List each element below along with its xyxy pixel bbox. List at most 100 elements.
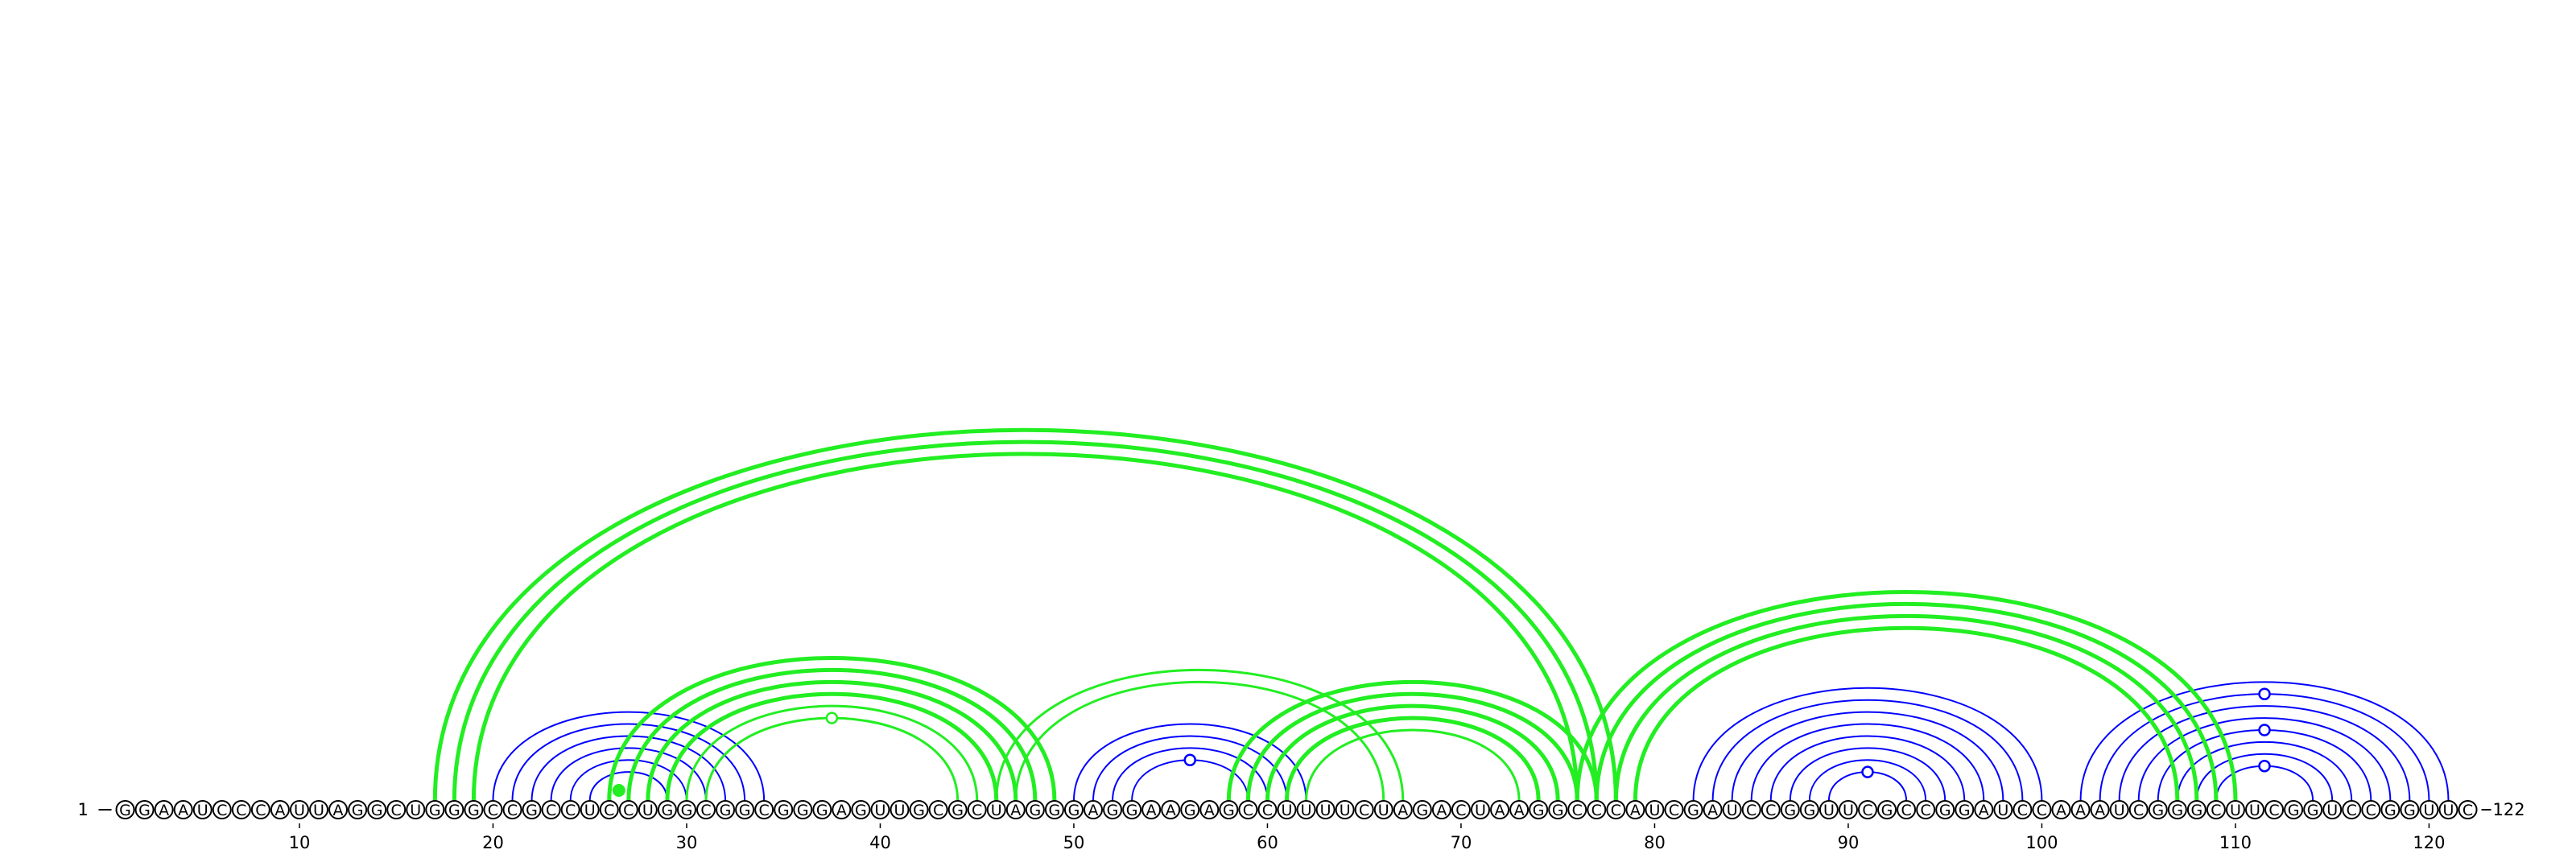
nucleotide: A [832,800,852,819]
nucleotide-circle [134,800,155,819]
nucleotide-circle [1257,800,1278,819]
nucleotide-letter: U [2326,802,2338,819]
position-axis: 10 20 30 40 50 60 70 80 90 100 110 120 [289,823,2445,852]
nucleotide-letter: C [1921,802,1931,819]
nucleotide-circle [1664,800,1684,819]
nucleotide-circle [1199,800,1220,819]
tick-label: 20 [482,833,504,852]
nucleotide-letter: G [1107,802,1119,819]
nucleotide-circle [1683,800,1703,819]
tick-label: 50 [1063,833,1085,852]
nucleotide: A [1141,800,1162,819]
nucleotide-circle [1509,800,1530,819]
nucleotide-circle [1625,800,1645,819]
nucleotide-circle [832,800,852,819]
base-pair-arc [1265,703,1560,803]
nucleotide-circle [425,800,445,819]
arc-layer [432,427,2450,803]
nucleotide-circle [2186,800,2207,819]
nucleotide-letter: G [720,802,732,819]
nucleotide-circle [2013,800,2033,819]
nucleotide: C [2032,800,2052,819]
nucleotide-letter: G [1184,802,1196,819]
nucleotide: C [2128,800,2149,819]
axis-tick: 70 [1451,823,1472,852]
nucleotide-letter: G [119,802,131,819]
nucleotide: U [406,800,426,819]
nucleotide-letter: C [700,802,711,819]
nucleotide-letter: G [352,802,364,819]
sequence-start-label: 1 [78,800,89,819]
nucleotide-letter: G [1803,802,1815,819]
loop-marker [825,712,839,724]
nucleotide-letter: C [2211,802,2221,819]
nucleotide: G [464,800,484,819]
nucleotide: G [2380,800,2401,819]
nucleotide-circle [2458,800,2478,819]
nucleotide-circle [890,800,910,819]
nucleotide-letter: C [546,802,556,819]
nucleotide-letter: C [933,802,943,819]
nucleotide-circle [1063,800,1084,819]
nucleotide: C [1606,800,1626,819]
nucleotide: G [947,800,968,819]
nucleotide-letter: C [1572,802,1583,819]
base-pair-arc [550,747,707,802]
nucleotide-letter: A [1146,802,1157,819]
tick-label: 100 [2025,833,2058,852]
nucleotide-circle [1606,800,1626,819]
nucleotide-circle [309,800,328,819]
nucleotide-circle [580,800,600,819]
nucleotide: A [154,800,174,819]
nucleotide-circle [173,800,193,819]
nucleotide-letter: U [2114,802,2125,819]
nucleotide-circle [522,800,542,819]
nucleotide: A [1005,800,1026,819]
nucleotide-circle [502,800,522,819]
nucleotide: G [2303,800,2323,819]
nucleotide-letter: C [255,802,266,819]
nucleotide-circle [2245,800,2264,819]
nucleotide: U [2419,800,2439,819]
nucleotide: U [192,800,213,819]
nucleotide-circle [464,800,484,819]
nucleotide-letter: U [2423,802,2434,819]
nucleotide: U [2245,800,2264,819]
nucleotide: G [1935,800,1955,819]
nucleotide-letter: G [2152,802,2164,819]
nucleotide-letter: U [642,802,654,819]
base-pair-arc [492,711,766,802]
nucleotide-circle [154,800,174,819]
nucleotide-letter: C [2133,802,2144,819]
nucleotide-circle [1741,800,1761,819]
nucleotide-letter: G [797,802,809,819]
base-pair-arc [1750,723,1985,802]
nucleotide-letter: C [217,802,227,819]
nucleotide-letter: C [972,802,982,819]
nucleotide-circle [1373,800,1393,819]
nucleotide-circle [2128,800,2149,819]
nucleotide-circle [599,800,619,819]
nucleotide: C [231,800,251,819]
nucleotide: A [1490,800,1510,819]
tick-label: 40 [869,833,891,852]
nucleotide-letter: U [1320,802,1331,819]
nucleotide: G [425,800,445,819]
nucleotide-circle [1529,800,1549,819]
nucleotide: A [173,800,193,819]
nucleotide-letter: A [159,802,169,819]
base-pair-arc [995,669,1405,802]
nucleotide-circle [967,800,987,819]
nucleotide-circle [618,800,638,819]
nucleotide: G [115,800,135,819]
nucleotide-letter: U [1378,802,1389,819]
nucleotide: A [270,800,290,819]
nucleotide-circle [1451,800,1471,819]
nucleotide-letter: A [2095,802,2105,819]
nucleotide-letter: G [1784,802,1796,819]
nucleotide: A [1974,800,1994,819]
nucleotide: A [1199,800,1220,819]
nucleotide: C [967,800,987,819]
base-pair-arc [1014,680,1385,802]
nucleotide: G [367,800,387,819]
